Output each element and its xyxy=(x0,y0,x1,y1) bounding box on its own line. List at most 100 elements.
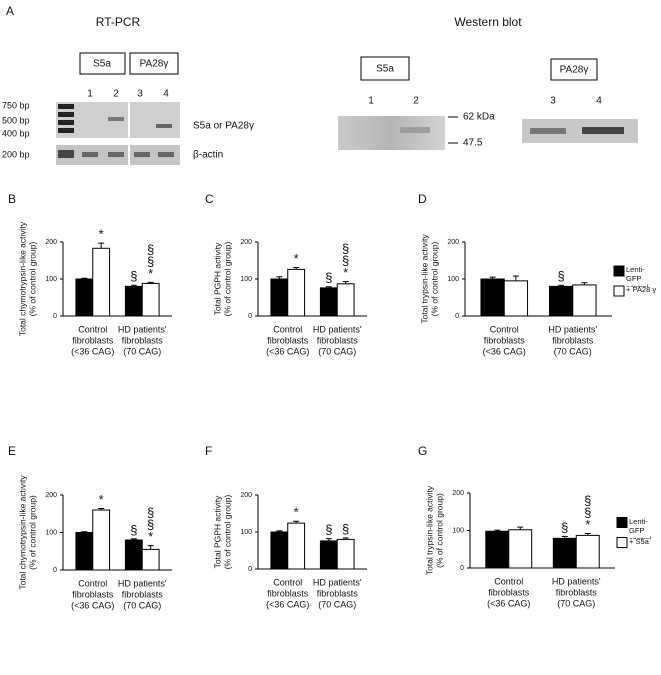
ladder-band xyxy=(58,112,74,117)
significance-mark: § xyxy=(147,242,154,257)
gel-divider xyxy=(128,145,130,165)
significance-mark: § xyxy=(342,241,349,256)
x-tick-label: (<36 CAG) xyxy=(487,598,530,608)
x-tick-label: (70 CAG) xyxy=(318,346,356,356)
x-tick-label: Control xyxy=(78,324,107,334)
gel-band xyxy=(156,124,172,128)
bar xyxy=(141,282,160,317)
bar xyxy=(548,285,574,317)
significance-mark: § xyxy=(147,517,154,532)
bar xyxy=(575,534,600,569)
panel-letter: E xyxy=(8,444,16,458)
significance-mark: § xyxy=(557,269,564,284)
gel-band xyxy=(82,152,98,157)
y-axis-label: (% of control group) xyxy=(27,242,37,317)
y-axis-label: (% of control group) xyxy=(429,242,439,317)
significance-mark: § xyxy=(325,270,332,285)
x-tick-label: Control xyxy=(494,576,523,586)
y-tick-label: 100 xyxy=(447,276,459,283)
x-tick-label: HD patients' xyxy=(313,324,362,334)
y-tick-label: 100 xyxy=(45,529,57,536)
x-tick-label: fibroblasts xyxy=(122,335,164,345)
legend-label: + S5a xyxy=(629,536,649,546)
ladder-label: 400 bp xyxy=(2,128,30,138)
bar xyxy=(141,548,160,571)
bar xyxy=(508,529,533,569)
y-tick-label: 0 xyxy=(53,313,57,320)
bar xyxy=(319,540,338,570)
ladder-label: 200 bp xyxy=(2,149,30,159)
y-tick-label: 200 xyxy=(240,492,252,499)
significance-mark: § xyxy=(130,269,137,284)
x-tick-label: fibroblasts xyxy=(317,335,359,345)
legend-entry: Lenti-GFP control xyxy=(626,265,649,287)
bar xyxy=(75,278,94,317)
x-tick-label: HD patients' xyxy=(118,578,167,588)
significance-mark: * xyxy=(294,251,299,266)
y-tick-label: 200 xyxy=(240,239,252,246)
gel-divider xyxy=(128,102,130,138)
significance-mark: * xyxy=(294,505,299,520)
x-tick-label: (<36 CAG) xyxy=(483,346,526,356)
significance-mark: * xyxy=(585,517,590,532)
blot-band xyxy=(582,127,624,134)
x-tick-label: HD patients' xyxy=(313,577,362,587)
bar xyxy=(336,283,355,317)
significance-mark: § xyxy=(325,522,332,537)
bar xyxy=(485,530,510,569)
blot-band xyxy=(400,127,430,133)
gel-band xyxy=(134,152,150,157)
x-tick-label: Control xyxy=(273,324,302,334)
lane-number: 3 xyxy=(550,96,556,107)
box-label: S5a xyxy=(93,59,111,70)
y-axis-label: Total PGPH activity xyxy=(212,242,222,315)
y-tick-label: 0 xyxy=(248,313,252,320)
bar xyxy=(124,539,143,571)
marker-label: 47.5 xyxy=(463,138,483,149)
x-tick-label: fibroblasts xyxy=(317,588,359,598)
x-tick-label: fibroblasts xyxy=(267,588,309,598)
legend-swatch xyxy=(616,517,628,528)
y-axis-label: (% of control group) xyxy=(27,495,37,570)
legend-swatch xyxy=(613,265,625,277)
bar xyxy=(480,278,505,317)
x-tick-label: (<36 CAG) xyxy=(71,346,114,356)
y-axis-label: Total trypsin-like activity xyxy=(424,485,434,575)
box-label: S5a xyxy=(376,64,394,75)
bar xyxy=(75,532,94,571)
panel-letter: B xyxy=(8,192,16,206)
panel-letter: F xyxy=(205,444,212,458)
box-label: PA28γ xyxy=(560,65,589,76)
lane-number: 2 xyxy=(113,89,119,100)
x-tick-label: Control xyxy=(78,578,107,588)
x-tick-label: HD patients' xyxy=(118,324,167,334)
marker-label: 62 kDa xyxy=(463,112,495,123)
y-tick-label: 100 xyxy=(240,529,252,536)
x-tick-label: Control xyxy=(490,324,519,334)
significance-mark: § xyxy=(342,253,349,268)
bar xyxy=(287,268,306,317)
y-axis-label: (% of control group) xyxy=(222,242,232,317)
legend-entry: + PA28 γ xyxy=(626,285,656,294)
lane-number: 4 xyxy=(163,89,169,100)
y-axis-label: (% of control group) xyxy=(222,495,232,570)
label-box xyxy=(79,52,126,75)
panel-letter: D xyxy=(418,192,427,206)
x-tick-label: fibroblasts xyxy=(484,335,526,345)
x-tick-label: fibroblasts xyxy=(267,335,309,345)
ladder-band xyxy=(58,128,74,133)
label-box xyxy=(129,52,179,75)
panel-letter: C xyxy=(205,192,214,206)
x-tick-label: (<36 CAG) xyxy=(71,600,114,610)
y-axis-label: (% of control group) xyxy=(434,493,444,568)
legend-label: Lenti-GFP control xyxy=(626,265,649,287)
gel-label: S5a or PA28γ xyxy=(193,121,254,132)
lane-number: 1 xyxy=(368,96,374,107)
x-tick-label: Control xyxy=(273,577,302,587)
x-tick-label: fibroblasts xyxy=(556,587,598,597)
y-tick-label: 0 xyxy=(460,565,464,572)
western-title: Western blot xyxy=(454,15,522,29)
bar xyxy=(287,522,306,570)
x-tick-label: fibroblasts xyxy=(122,589,164,599)
x-tick-label: (<36 CAG) xyxy=(266,599,309,609)
